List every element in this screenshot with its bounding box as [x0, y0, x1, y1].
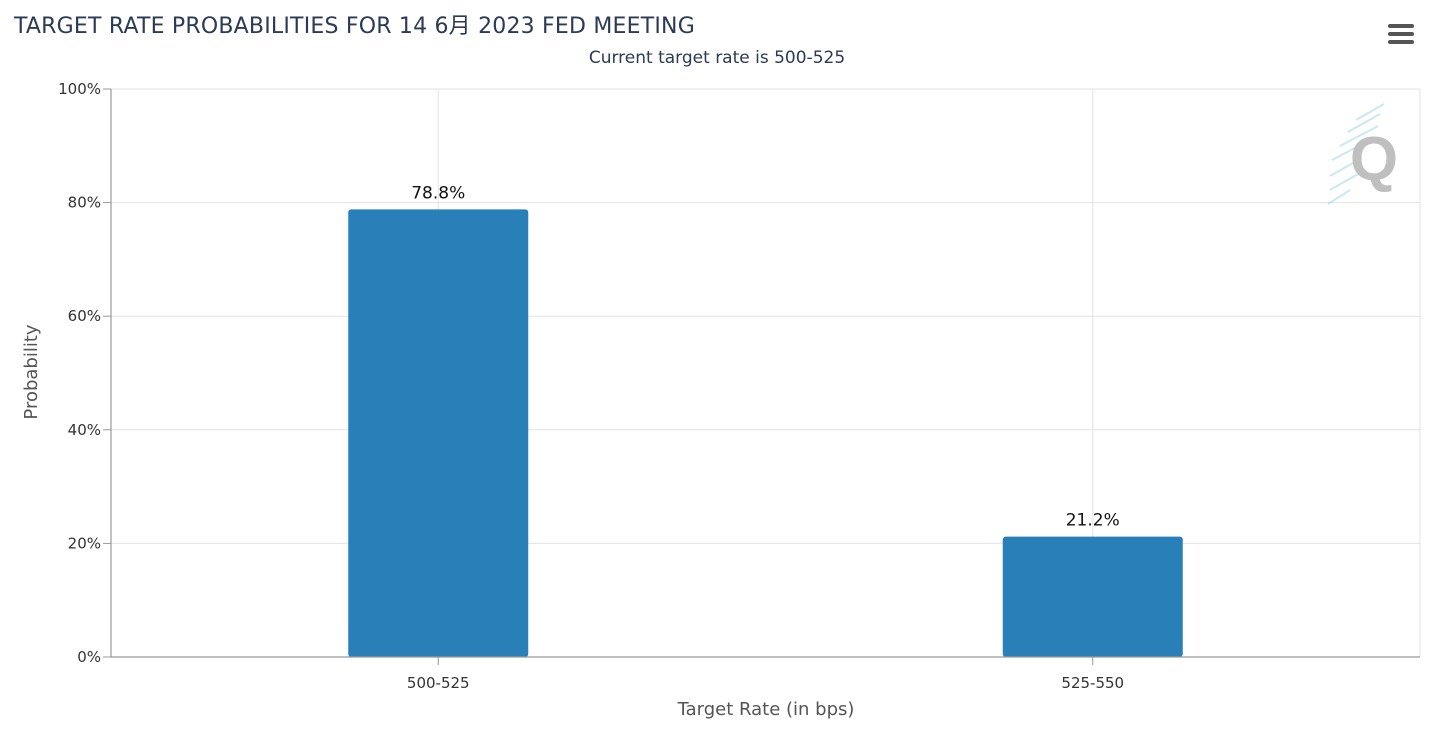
- y-tick-label: 0%: [77, 648, 101, 666]
- y-tick-label: 40%: [68, 421, 101, 439]
- hamburger-menu-icon[interactable]: [1386, 22, 1416, 48]
- data-label: 21.2%: [1066, 511, 1120, 531]
- grid-lines: [111, 88, 1421, 657]
- chart-title: TARGET RATE PROBABILITIES FOR 14 6月 2023…: [14, 14, 695, 39]
- x-axis-title: Target Rate (in bps): [677, 699, 855, 720]
- x-tick-label: 525-550: [1061, 674, 1124, 692]
- y-tick-label: 20%: [68, 534, 101, 552]
- y-tick-label: 80%: [68, 194, 101, 212]
- y-tick-label: 100%: [58, 80, 101, 98]
- y-axis-title: Probability: [21, 324, 42, 419]
- svg-text:Q: Q: [1350, 125, 1398, 194]
- bar-500-525[interactable]: [348, 209, 529, 657]
- bar-525-550[interactable]: [1002, 536, 1183, 657]
- x-tick-label: 500-525: [407, 674, 470, 692]
- q-logo-icon: Q: [1327, 103, 1398, 205]
- chart-subtitle: Current target rate is 500-525: [588, 48, 846, 68]
- data-label: 78.8%: [411, 183, 465, 203]
- y-tick-label: 60%: [68, 307, 101, 325]
